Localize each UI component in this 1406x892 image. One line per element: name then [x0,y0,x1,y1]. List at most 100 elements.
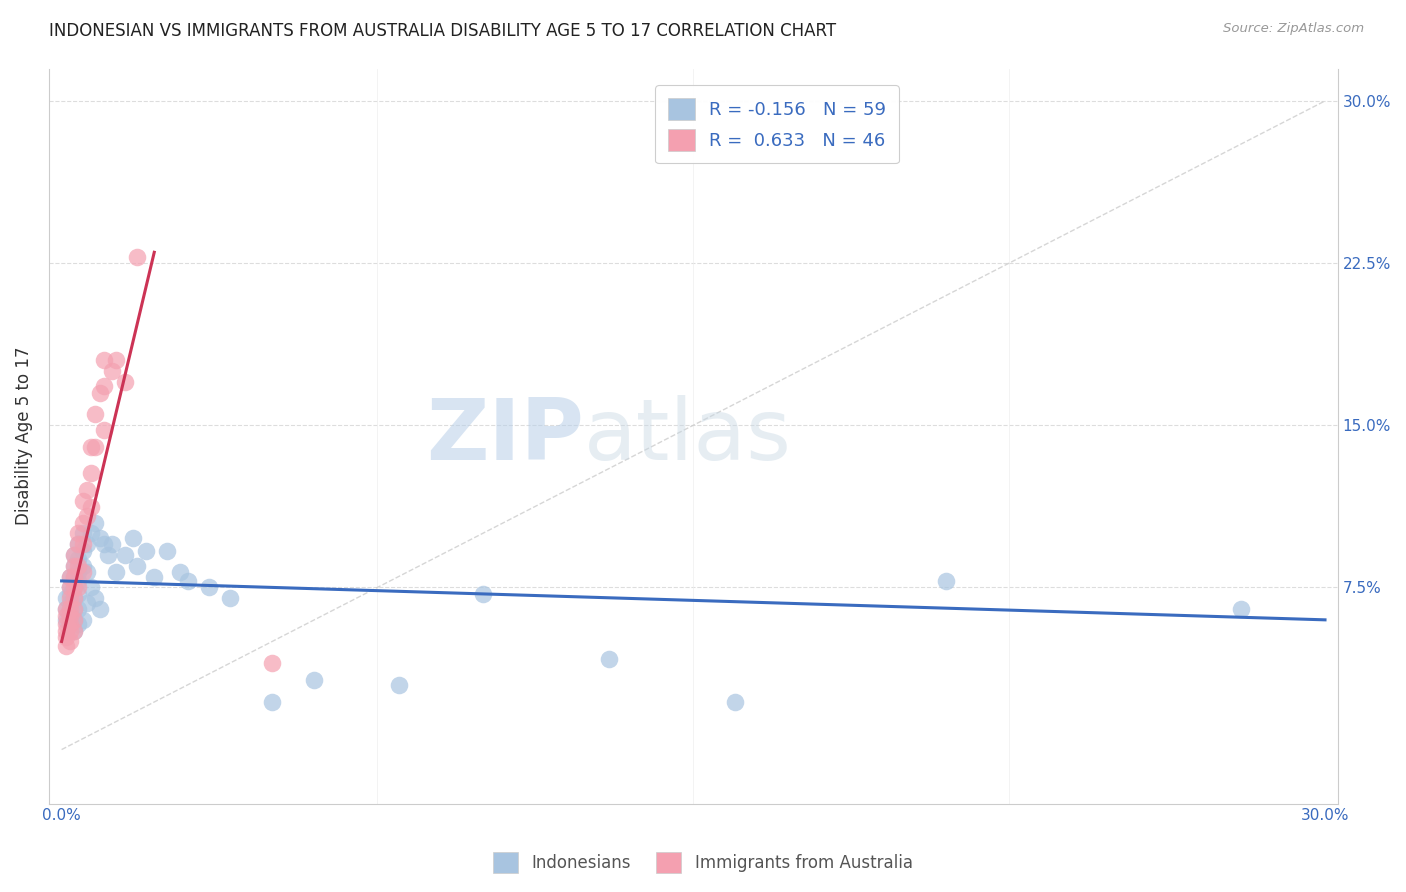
Point [67,526,90,541]
Point [72,516,94,530]
Point [72,537,94,551]
Point [84,440,107,454]
Point [59,569,82,583]
Point [169,566,191,580]
Point [59,596,82,610]
Point [72,543,94,558]
Point [59,608,82,623]
Point [63,602,86,616]
Point [55,602,77,616]
Point [724,695,747,709]
Point [135,543,157,558]
Point [63,548,86,562]
Point [67,537,90,551]
Text: INDONESIAN VS IMMIGRANTS FROM AUSTRALIA DISABILITY AGE 5 TO 17 CORRELATION CHART: INDONESIAN VS IMMIGRANTS FROM AUSTRALIA … [49,22,837,40]
Point [59,624,82,638]
Point [67,617,90,632]
Point [63,581,86,595]
Point [59,581,82,595]
Point [89,602,111,616]
Point [63,591,86,606]
Point [63,624,86,638]
Point [101,537,124,551]
Point [114,548,136,562]
Point [55,608,77,623]
Point [598,652,620,666]
Text: atlas: atlas [583,394,792,477]
Point [122,531,145,545]
Point [63,602,86,616]
Point [72,558,94,573]
Point [76,537,98,551]
Point [67,581,90,595]
Legend: R = -0.156   N = 59, R =  0.633   N = 46: R = -0.156 N = 59, R = 0.633 N = 46 [655,85,898,163]
Point [67,587,90,601]
Point [304,673,326,688]
Point [89,531,111,545]
Point [67,602,90,616]
Point [156,543,179,558]
Point [63,548,86,562]
Text: ZIP: ZIP [426,394,583,477]
Point [80,581,103,595]
Point [63,581,86,595]
Point [59,634,82,648]
Point [67,574,90,588]
Point [80,500,103,515]
Point [63,569,86,583]
Point [67,537,90,551]
Point [80,526,103,541]
Point [63,624,86,638]
Point [55,630,77,644]
Point [80,440,103,454]
Point [55,624,77,638]
Point [59,602,82,616]
Point [105,353,128,368]
Point [93,423,115,437]
Text: Source: ZipAtlas.com: Source: ZipAtlas.com [1223,22,1364,36]
Point [84,408,107,422]
Point [59,602,82,616]
Point [55,617,77,632]
Point [72,494,94,508]
Point [72,613,94,627]
Point [1229,602,1251,616]
Point [84,516,107,530]
Point [219,591,242,606]
Point [59,617,82,632]
Point [59,569,82,583]
Point [67,552,90,566]
Point [262,695,284,709]
Point [63,613,86,627]
Point [72,566,94,580]
Point [105,566,128,580]
Point [89,385,111,400]
Point [387,678,409,692]
Legend: Indonesians, Immigrants from Australia: Indonesians, Immigrants from Australia [486,846,920,880]
Point [143,569,166,583]
Point [63,558,86,573]
Point [198,581,221,595]
Point [59,591,82,606]
Point [55,639,77,653]
Point [93,537,115,551]
Point [93,353,115,368]
Point [114,375,136,389]
Point [93,379,115,393]
Point [97,548,120,562]
Point [76,566,98,580]
Point [935,574,957,588]
Point [63,591,86,606]
Point [55,602,77,616]
Point [76,483,98,497]
Point [63,569,86,583]
Point [262,656,284,670]
Point [127,250,149,264]
Point [127,558,149,573]
Point [76,509,98,524]
Point [63,613,86,627]
Point [63,558,86,573]
Point [59,613,82,627]
Y-axis label: Disability Age 5 to 17: Disability Age 5 to 17 [15,347,32,525]
Point [67,566,90,580]
